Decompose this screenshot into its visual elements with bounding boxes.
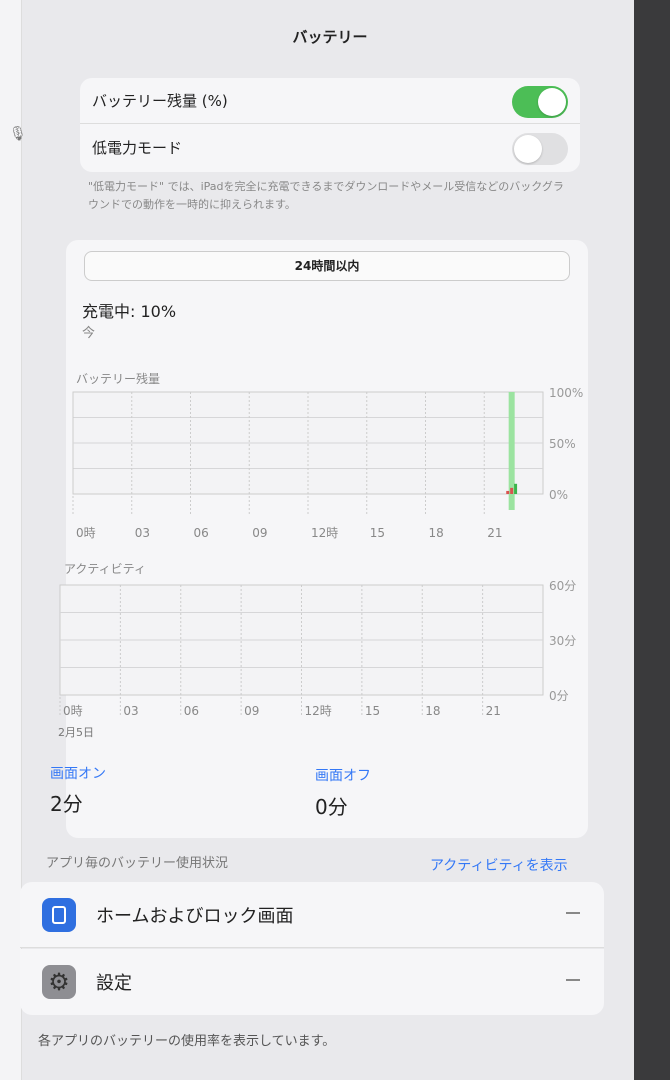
x-tick-label: 21 [486,704,501,718]
app-name: 設定 [96,973,132,994]
y-tick-label: 60分 [549,579,576,593]
x-tick-label: 09 [252,526,267,540]
x-tick-label: 15 [365,704,380,718]
app-usage [566,912,580,914]
y-tick-label: 100% [549,386,583,400]
device-bezel [634,0,670,1080]
x-tick-label: 12時 [305,704,332,718]
home-lock-screen-icon [42,898,76,932]
usage-card [66,240,588,838]
charging-indicator [508,392,515,510]
low-power-label: 低電力モード [92,139,183,157]
apps-footer: 各アプリのバッテリーの使用率を表示しています。 [38,1034,336,1049]
app-name: ホームおよびロック画面 [96,906,294,927]
battery-percentage-row: バッテリー残量 (%) [80,78,580,124]
page-title: バッテリー [292,28,368,46]
y-tick-label: 50% [549,437,576,451]
x-tick-label: 03 [135,526,150,540]
x-tick-label: 18 [429,526,444,540]
apps-header: アプリ毎のバッテリー使用状況 [46,856,229,871]
x-tick-label: 03 [123,704,138,718]
date-label: 2月5日 [58,726,94,739]
screen-off-label[interactable]: 画面オフ [315,768,371,784]
range-tab-24h[interactable]: 24時間以内 [84,251,570,281]
battery-level-bar [506,490,510,494]
settings-gear-icon: ⚙ [42,965,76,999]
microphone-icon[interactable]: 🎙 [9,126,27,142]
battery-chart-label: バッテリー残量 [76,372,161,386]
screen-on-label[interactable]: 画面オン [50,766,106,782]
show-activity-link[interactable]: アクティビティを表示 [430,858,568,874]
x-tick-label: 18 [425,704,440,718]
app-row-home-lock[interactable]: ホームおよびロック画面 [20,882,604,948]
battery-level-bar [514,483,518,494]
x-tick-label: 0時 [76,526,96,540]
status-time: 今 [82,326,96,341]
x-tick-label: 21 [487,526,502,540]
x-tick-label: 06 [184,704,199,718]
y-tick-label: 30分 [549,634,576,648]
x-tick-label: 12時 [311,526,338,540]
battery-level-bar [510,487,514,494]
low-power-toggle[interactable] [512,133,568,165]
y-tick-label: 0分 [549,689,569,703]
activity-chart-label: アクティビティ [64,562,146,576]
app-usage [566,979,580,981]
settings-card: バッテリー残量 (%) 低電力モード [80,78,580,172]
app-row-settings[interactable]: ⚙ 設定 [20,949,604,1015]
screen-off-value: 0分 [315,795,348,819]
low-power-row: 低電力モード [80,125,580,171]
x-tick-label: 09 [244,704,259,718]
sidebar: 🎙 [0,0,27,1080]
x-tick-label: 0時 [63,704,83,718]
charging-status: 充電中: 10% [82,302,177,321]
screen-on-value: 2分 [50,792,83,816]
low-power-note: "低電力モード" では、iPadを完全に充電できるまでダウンロードやメール受信な… [88,180,564,211]
battery-percentage-label: バッテリー残量 (%) [92,92,228,110]
battery-percentage-toggle[interactable] [512,86,568,118]
x-tick-label: 06 [194,526,209,540]
y-tick-label: 0% [549,488,568,502]
x-tick-label: 15 [370,526,385,540]
